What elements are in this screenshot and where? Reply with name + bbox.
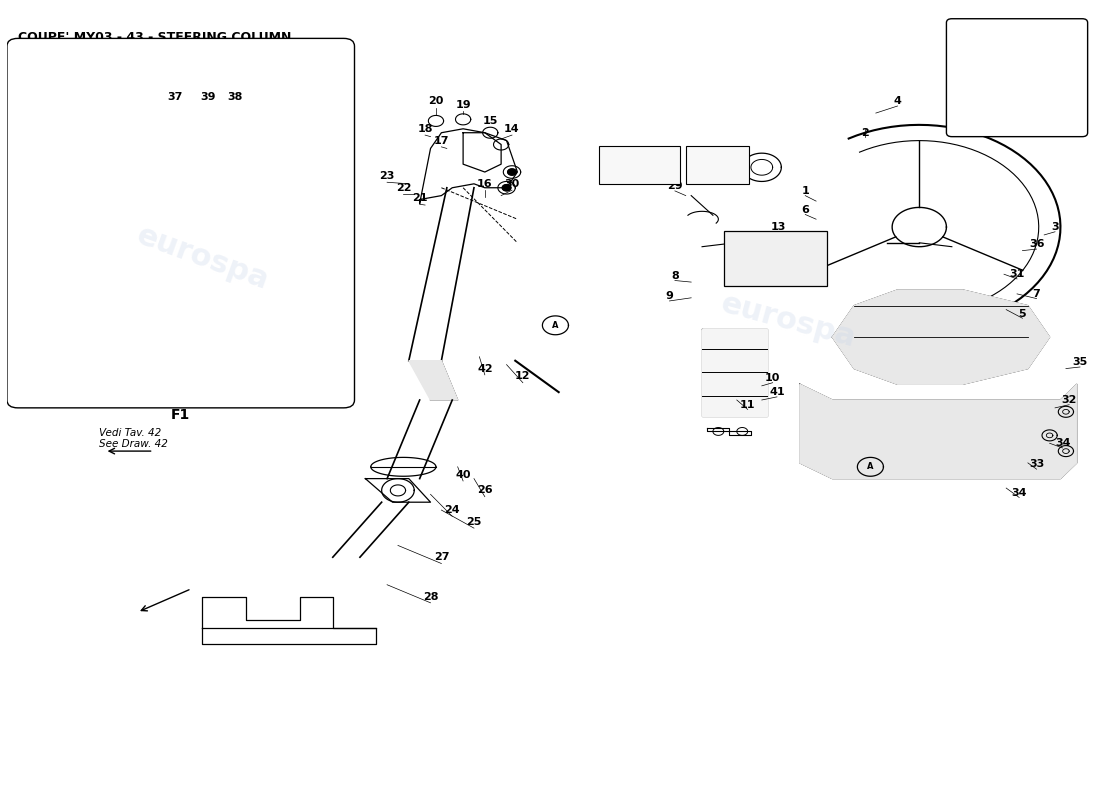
Polygon shape — [507, 169, 516, 175]
Text: 22: 22 — [396, 182, 411, 193]
Text: 35: 35 — [1072, 358, 1088, 367]
Polygon shape — [833, 290, 1049, 384]
Text: 27: 27 — [433, 552, 449, 562]
Text: eurospa: eurospa — [132, 221, 273, 296]
Text: 6: 6 — [801, 205, 810, 214]
Text: 13: 13 — [770, 222, 785, 232]
Text: A: A — [867, 462, 873, 471]
Polygon shape — [1046, 433, 1053, 438]
Text: 40: 40 — [455, 470, 471, 480]
Text: 18: 18 — [417, 124, 432, 134]
Text: 21: 21 — [411, 193, 428, 203]
Text: 11: 11 — [740, 400, 756, 410]
Text: 12: 12 — [515, 371, 530, 382]
Text: 14: 14 — [504, 124, 520, 134]
Polygon shape — [1063, 449, 1069, 454]
Text: 34: 34 — [1055, 438, 1070, 448]
FancyBboxPatch shape — [946, 18, 1088, 137]
Text: 2: 2 — [861, 128, 869, 138]
Text: Air Bag
VEDI TAV. 127

SEE DRAW. 127
Air bag: Air Bag VEDI TAV. 127 SEE DRAW. 127 Air … — [981, 52, 1054, 103]
Polygon shape — [409, 361, 458, 400]
Text: 33: 33 — [1028, 459, 1044, 470]
Polygon shape — [1063, 410, 1069, 414]
FancyBboxPatch shape — [7, 38, 354, 408]
FancyBboxPatch shape — [685, 146, 749, 184]
Polygon shape — [204, 150, 212, 155]
Text: COUPE' MY03 - 43 - STEERING COLUMN: COUPE' MY03 - 43 - STEERING COLUMN — [18, 30, 292, 43]
Text: 28: 28 — [422, 591, 438, 602]
Text: 16: 16 — [477, 179, 493, 189]
FancyBboxPatch shape — [724, 231, 827, 286]
Text: ━━━━━━━━━━━: ━━━━━━━━━━━ — [626, 168, 653, 172]
Text: A: A — [552, 321, 559, 330]
Text: 31: 31 — [1010, 270, 1025, 279]
Text: 1: 1 — [802, 186, 810, 196]
Text: 3: 3 — [1052, 222, 1059, 232]
Text: F1: F1 — [172, 408, 190, 422]
Text: ━━━━━━━━━━: ━━━━━━━━━━ — [705, 173, 729, 177]
FancyBboxPatch shape — [598, 146, 680, 184]
Text: ━━━━━━━━━━: ━━━━━━━━━━ — [705, 168, 729, 172]
Text: 39: 39 — [200, 92, 216, 102]
Text: 17: 17 — [433, 135, 449, 146]
Polygon shape — [800, 384, 1077, 478]
Text: 29: 29 — [667, 181, 683, 191]
Text: 20: 20 — [428, 96, 443, 106]
Text: 24: 24 — [444, 505, 460, 515]
Text: Vedi Tav. 42
See Draw. 42: Vedi Tav. 42 See Draw. 42 — [99, 427, 168, 449]
Polygon shape — [503, 185, 510, 191]
Text: 26: 26 — [477, 486, 493, 495]
Text: 30: 30 — [505, 179, 519, 189]
Polygon shape — [702, 330, 767, 416]
Text: 37: 37 — [167, 92, 183, 102]
Text: 25: 25 — [466, 517, 482, 527]
Text: ━━━━━━━━━━━: ━━━━━━━━━━━ — [626, 173, 653, 177]
Text: 10: 10 — [764, 373, 780, 383]
Text: 5: 5 — [1019, 309, 1026, 318]
Text: MASERATI: MASERATI — [621, 152, 658, 158]
Text: eurospa: eurospa — [718, 290, 859, 354]
Text: 9: 9 — [666, 291, 673, 302]
Text: 19: 19 — [455, 100, 471, 110]
Text: CODE CARD: CODE CARD — [696, 152, 738, 158]
Text: 8: 8 — [671, 270, 679, 281]
Text: 7: 7 — [1033, 289, 1041, 299]
Text: 41: 41 — [769, 387, 784, 397]
Text: 38: 38 — [228, 92, 243, 102]
Text: 36: 36 — [1028, 239, 1044, 250]
FancyBboxPatch shape — [34, 250, 77, 270]
Text: 34: 34 — [1012, 488, 1027, 498]
Text: 4: 4 — [893, 96, 902, 106]
Text: 42: 42 — [477, 363, 493, 374]
Text: 15: 15 — [483, 116, 498, 126]
Text: 23: 23 — [379, 171, 395, 181]
Text: 32: 32 — [1062, 395, 1077, 405]
